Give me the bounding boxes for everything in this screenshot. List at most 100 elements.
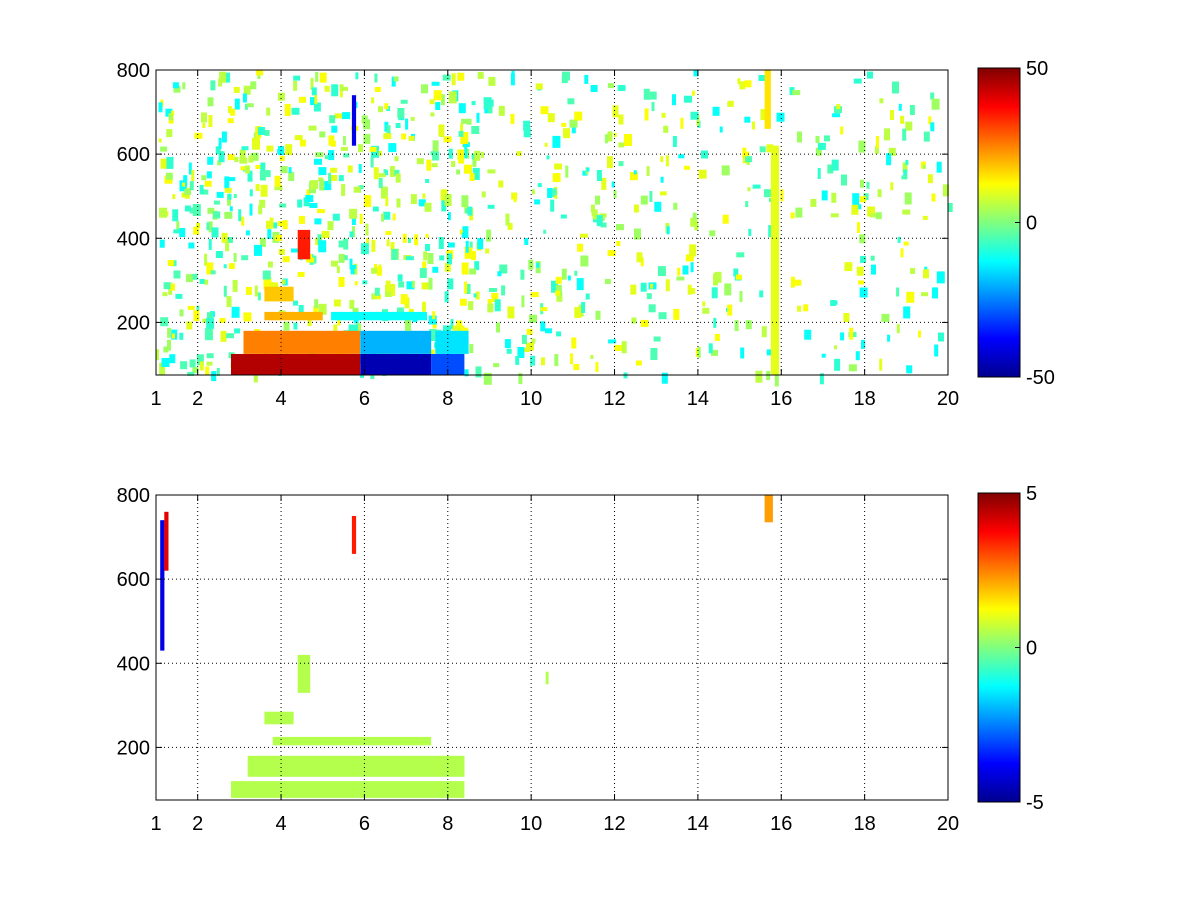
heatmap-cell [223, 72, 231, 83]
heatmap-cell [207, 97, 214, 107]
heatmap-cell [897, 236, 901, 243]
heatmap-cell [458, 103, 466, 114]
heatmap-cell [194, 132, 203, 139]
heatmap-cell [586, 167, 590, 172]
heatmap-cell [606, 156, 613, 169]
heatmap-cell [250, 81, 257, 90]
heatmap-cell [255, 184, 260, 192]
heatmap-cell [170, 283, 175, 291]
x-tick-label: 2 [192, 813, 203, 835]
heatmap-cell [863, 193, 869, 201]
heatmap-cell [358, 164, 362, 173]
heatmap-cell [201, 175, 207, 181]
heatmap-cell [234, 98, 240, 110]
plot-area [156, 495, 948, 800]
heatmap-cell [902, 162, 908, 173]
heatmap-cell [644, 108, 649, 121]
heatmap-cell [698, 169, 707, 179]
heatmap-cell [189, 359, 196, 368]
heatmap-cell [239, 149, 246, 159]
heatmap-cell [231, 354, 361, 375]
heatmap-cell [416, 158, 424, 165]
heatmap-cell [386, 239, 390, 247]
heatmap-cell [165, 172, 173, 180]
heatmap-cell [429, 329, 437, 341]
heatmap-cell [427, 253, 434, 264]
heatmap-cell [869, 213, 878, 218]
heatmap-cell [498, 105, 505, 116]
heatmap-cell [936, 161, 942, 173]
heatmap-cell [305, 195, 314, 202]
heatmap-cell [355, 72, 359, 80]
heatmap-cell [866, 181, 870, 189]
heatmap-cell [241, 216, 245, 226]
heatmap-cell [660, 176, 664, 183]
heatmap-cell [497, 271, 502, 277]
x-tick-label: 16 [770, 388, 792, 410]
heatmap-cell [601, 177, 607, 190]
heatmap-cell [400, 294, 408, 305]
heatmap-cell [612, 105, 619, 118]
heatmap-cell [540, 106, 549, 115]
heatmap-cell [643, 88, 650, 100]
heatmap-cell [259, 237, 266, 247]
heatmap-cell [507, 222, 513, 230]
x-tick-label: 16 [770, 813, 792, 835]
heatmap-cell [179, 228, 186, 237]
heatmap-cell [374, 73, 378, 83]
heatmap-cell [293, 322, 298, 330]
heatmap-cell [206, 171, 212, 179]
heatmap-cell [160, 158, 169, 169]
heatmap-cell [595, 362, 599, 373]
heatmap-cell [736, 274, 742, 280]
heatmap-cell [285, 144, 293, 156]
heatmap-cell [314, 218, 322, 225]
heatmap-cell [247, 755, 465, 777]
heatmap-cell [385, 197, 389, 207]
heatmap-cell [861, 339, 865, 349]
heatmap-cell [216, 191, 224, 198]
heatmap-cell [815, 136, 820, 143]
heatmap-cell [424, 202, 432, 212]
heatmap-cell [294, 135, 303, 141]
heatmap-cell [613, 190, 617, 199]
heatmap-cell [466, 118, 472, 125]
heatmap-cell [431, 354, 465, 375]
heatmap-cell [618, 161, 624, 167]
heatmap-cell [571, 337, 577, 349]
heatmap-cell [160, 317, 169, 327]
heatmap-cell [684, 95, 692, 103]
heatmap-cell [163, 346, 169, 353]
heatmap-cell [523, 120, 531, 131]
heatmap-cell [333, 299, 341, 307]
heatmap-cell [477, 238, 484, 250]
heatmap-cell [189, 181, 194, 191]
heatmap-cell [441, 199, 447, 212]
heatmap-cell [739, 291, 743, 302]
heatmap-cell [827, 164, 834, 174]
heatmap-cell [682, 265, 689, 275]
heatmap-cell [334, 113, 343, 119]
heatmap-cell [613, 132, 617, 137]
heatmap-cell [385, 230, 392, 235]
heatmap-cell [389, 166, 395, 177]
heatmap-cell [199, 361, 204, 371]
heatmap-cell [574, 111, 583, 121]
heatmap-cell [444, 194, 452, 206]
heatmap-cell [547, 188, 553, 198]
heatmap-cell [461, 232, 468, 238]
heatmap-cell [199, 184, 204, 194]
heatmap-cell [218, 137, 222, 149]
heatmap-cell [790, 212, 795, 219]
heatmap-cell [529, 314, 537, 323]
y-tick-label: 200 [117, 737, 150, 759]
heatmap-cell [635, 360, 642, 366]
heatmap-cell [665, 155, 669, 167]
heatmap-cell [711, 287, 718, 299]
heatmap-cell [381, 213, 385, 222]
heatmap-cell [921, 292, 929, 297]
heatmap-cell [339, 84, 344, 92]
heatmap-cell [377, 266, 382, 276]
heatmap-cell [631, 317, 637, 324]
